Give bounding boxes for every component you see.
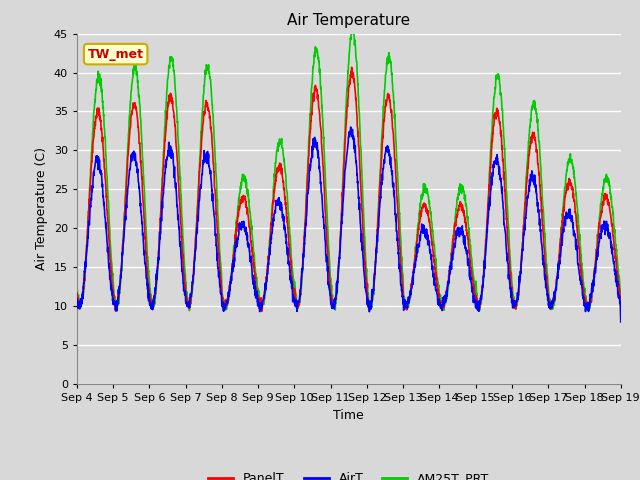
AirT: [347, 124, 355, 130]
AirT: [365, 305, 372, 311]
PanelT: [348, 64, 356, 70]
AM25T_PRT: [584, 300, 592, 306]
PanelT: [584, 301, 592, 307]
Title: Air Temperature: Air Temperature: [287, 13, 410, 28]
PanelT: [225, 292, 232, 298]
AM25T_PRT: [365, 297, 372, 302]
PanelT: [507, 284, 515, 290]
Legend: PanelT, AirT, AM25T_PRT: PanelT, AirT, AM25T_PRT: [203, 468, 495, 480]
AM25T_PRT: [225, 298, 232, 304]
AM25T_PRT: [348, 31, 355, 36]
Line: PanelT: PanelT: [77, 67, 621, 322]
Line: AirT: AirT: [77, 127, 621, 322]
PanelT: [617, 319, 625, 324]
AirT: [376, 194, 384, 200]
AirT: [617, 319, 625, 324]
X-axis label: Time: Time: [333, 408, 364, 421]
AirT: [507, 286, 515, 292]
AM25T_PRT: [569, 165, 577, 170]
PanelT: [73, 293, 81, 299]
AM25T_PRT: [73, 283, 81, 288]
Text: TW_met: TW_met: [88, 48, 144, 60]
AirT: [73, 301, 81, 307]
PanelT: [365, 300, 372, 306]
AM25T_PRT: [507, 269, 515, 275]
Y-axis label: Air Temperature (C): Air Temperature (C): [35, 147, 48, 270]
AM25T_PRT: [617, 319, 625, 324]
AirT: [569, 225, 577, 230]
PanelT: [376, 176, 384, 181]
AirT: [584, 300, 592, 306]
PanelT: [569, 186, 577, 192]
AirT: [225, 289, 232, 295]
Line: AM25T_PRT: AM25T_PRT: [77, 34, 621, 322]
AM25T_PRT: [376, 166, 384, 171]
